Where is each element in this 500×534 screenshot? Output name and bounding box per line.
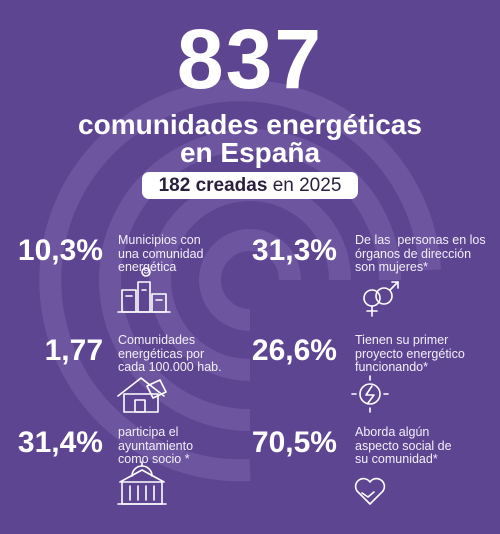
headline-number: 837: [176, 12, 324, 106]
icon-city: [117, 267, 171, 313]
stat-text: son mujeres*: [355, 260, 428, 274]
stat-text: Municipios con: [118, 233, 201, 247]
stat-text: cada 100.000 hab.: [118, 360, 222, 374]
pill-bold: 182 creadas: [158, 175, 268, 196]
headline-title: en España: [179, 137, 321, 168]
stat-text: Comunidades: [118, 333, 196, 347]
stat-text: energética: [118, 260, 177, 274]
icon-gender: [363, 281, 399, 317]
stat-text: órganos de dirección: [355, 246, 472, 261]
stat-text: proyecto energético: [355, 346, 465, 361]
stat-value: 31,4%: [17, 426, 103, 459]
pill-rest: en 2025: [267, 175, 342, 196]
icon-heart-hands: [354, 477, 386, 505]
stat-value: 10,3%: [17, 234, 103, 267]
year-pill: 182 creadas en 2025: [142, 172, 358, 199]
stat-value: 1,77: [44, 334, 103, 367]
stat-value: 70,5%: [251, 426, 337, 459]
stat-text: De las personas en los: [355, 233, 486, 247]
stat-text: Tienen su primer: [355, 333, 449, 347]
stat-text: ayuntamiento: [118, 438, 194, 453]
icon-energy: [351, 375, 389, 413]
headline-title: comunidades energéticas: [78, 109, 422, 140]
stat-text: participa el: [118, 425, 179, 439]
stat-text: Aborda algún: [355, 425, 430, 439]
stat-text: como socio *: [118, 452, 190, 466]
stat-text: aspecto social de: [355, 438, 452, 453]
icon-house-solar: [117, 377, 167, 413]
icon-town-hall: [117, 461, 167, 505]
stat-text: una comunidad: [118, 246, 204, 261]
stat-value: 31,3%: [251, 234, 337, 267]
stat-text: energéticas por: [118, 346, 205, 361]
stat-text: su comunidad*: [355, 452, 438, 466]
stat-value: 26,6%: [251, 334, 337, 367]
stat-text: funcionando*: [355, 360, 428, 374]
